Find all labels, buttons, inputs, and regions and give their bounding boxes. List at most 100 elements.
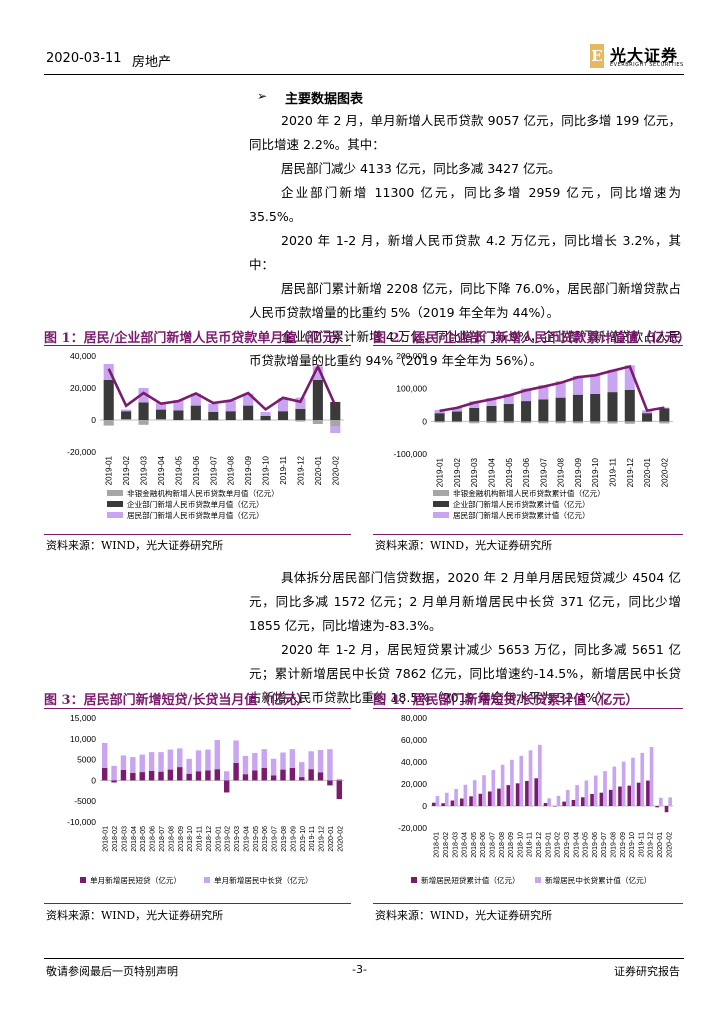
bar — [572, 375, 583, 395]
bar — [646, 780, 650, 806]
x-tick-label: 2018-05 — [471, 832, 478, 858]
x-tick-label: 2018-04 — [462, 832, 469, 858]
bar — [599, 792, 604, 806]
bar — [260, 420, 271, 421]
bar — [642, 421, 653, 423]
x-tick-label: 2019-03 — [564, 832, 571, 858]
bar — [186, 773, 192, 781]
bar — [603, 771, 607, 806]
bar — [659, 421, 670, 424]
bar — [503, 393, 514, 405]
x-tick-label: 2018-11 — [197, 826, 204, 851]
bar — [538, 744, 542, 806]
fig1-chart: -20,000 0 20,000 40,000 2019-01 2019-02 2019-0… — [67, 351, 344, 520]
bar — [120, 755, 127, 770]
bar — [223, 780, 230, 793]
x-tick-label: 2018-08 — [168, 826, 175, 852]
y-tick-label: 0 — [91, 415, 96, 425]
logo-text: 光大证券 — [610, 46, 679, 65]
bar — [111, 765, 117, 781]
bar — [575, 785, 579, 806]
x-tick-label: 2020-01 — [657, 832, 664, 858]
bar — [528, 750, 533, 806]
fig2-chart: -100,000 0 100,000 200,000 2019-01 2019-02 201… — [393, 351, 673, 520]
paragraph: 居民部门减少 4133 亿元，同比多减 3427 亿元。 — [281, 161, 561, 176]
bar — [225, 420, 236, 421]
bar — [138, 402, 149, 420]
legend-swatch — [107, 490, 123, 496]
x-tick-label: 2018-07 — [490, 832, 497, 858]
x-tick-label: 2019-04 — [573, 832, 580, 858]
bar — [233, 740, 239, 763]
bar — [434, 421, 445, 423]
bar — [451, 411, 462, 422]
bar — [434, 409, 445, 414]
bar — [555, 381, 566, 398]
legend-label: 居民部门新增人民币贷款累计值（亿元） — [453, 510, 590, 520]
bar — [280, 769, 286, 781]
bar — [205, 749, 211, 771]
y-tick-label: 20,000 — [70, 383, 96, 393]
bar — [330, 426, 341, 434]
bar — [450, 800, 455, 806]
y-tick-label: 40,000 — [70, 351, 96, 361]
bar — [593, 775, 598, 806]
bar — [195, 750, 202, 772]
y-tick-label: -20,000 — [398, 823, 427, 833]
x-tick-label: 2019-03 — [234, 826, 241, 852]
legend-label: 非银金融机构新增人民币贷款累计值（亿元） — [453, 488, 605, 498]
legend-label: 居民部门新增人民币贷款单月值（亿元） — [127, 510, 264, 520]
text-block-1: 2020 年 2 月，单月新增人民币贷款 9057 亿元，同比多增 199 亿元… — [249, 109, 681, 373]
bar — [260, 412, 271, 416]
bar — [139, 754, 145, 773]
bar — [432, 802, 436, 806]
bar — [195, 771, 202, 781]
x-tick-label: 2019-09 — [620, 832, 627, 858]
x-tick-label: 2019-12 — [626, 457, 635, 487]
y-tick-label: 0 — [91, 775, 96, 785]
y-tick-label: -10,000 — [67, 817, 96, 827]
x-tick-label: 2018-09 — [508, 832, 515, 858]
bar — [538, 385, 549, 400]
bar — [486, 405, 497, 422]
x-tick-label: 2018-03 — [121, 826, 128, 852]
x-tick-label: 2020-01 — [643, 457, 652, 487]
bar — [478, 793, 483, 806]
bar — [225, 411, 236, 420]
y-tick-label: 5000 — [77, 755, 96, 765]
bar — [277, 420, 289, 421]
fig1-source: 资料来源：WIND，光大证券研究所 — [46, 539, 224, 552]
bar — [158, 771, 164, 781]
bar — [519, 755, 524, 806]
bar — [190, 420, 201, 421]
bar — [543, 803, 548, 806]
bar — [624, 389, 635, 422]
bar — [252, 770, 258, 781]
legend-swatch — [80, 877, 86, 883]
x-tick-label: 2019-02 — [555, 832, 562, 858]
x-tick-label: 2018-11 — [527, 832, 534, 857]
bar — [208, 420, 219, 421]
fig3-title: 图 3：居民部门新增短贷/长贷当月值（亿元） — [44, 693, 310, 708]
bar — [451, 421, 462, 423]
brand-logo: E 光大证券 EVERBRIGHT SECURITIES — [590, 42, 686, 72]
x-tick-label: 2019-02 — [122, 455, 131, 485]
x-tick-label: 2018-05 — [140, 826, 147, 852]
bar — [121, 411, 132, 420]
bar — [138, 388, 149, 403]
x-tick-label: 2019-10 — [591, 457, 600, 487]
bar — [555, 421, 566, 424]
bar — [497, 788, 501, 806]
bar — [590, 794, 594, 806]
bar — [444, 792, 449, 806]
bar — [223, 771, 230, 781]
legend-label: 单月新增居民中长贷（亿元） — [214, 875, 313, 885]
bar — [299, 777, 305, 781]
x-tick-label: 2018-03 — [452, 832, 459, 858]
paragraph: 2020 年 2 月，单月新增人民币贷款 9057 亿元，同比多增 199 亿元… — [249, 113, 681, 152]
x-tick-label: 2019-09 — [290, 826, 297, 852]
bar — [177, 767, 183, 781]
bar — [636, 782, 641, 806]
bar — [607, 421, 618, 424]
x-tick-label: 2018-01 — [103, 826, 110, 852]
